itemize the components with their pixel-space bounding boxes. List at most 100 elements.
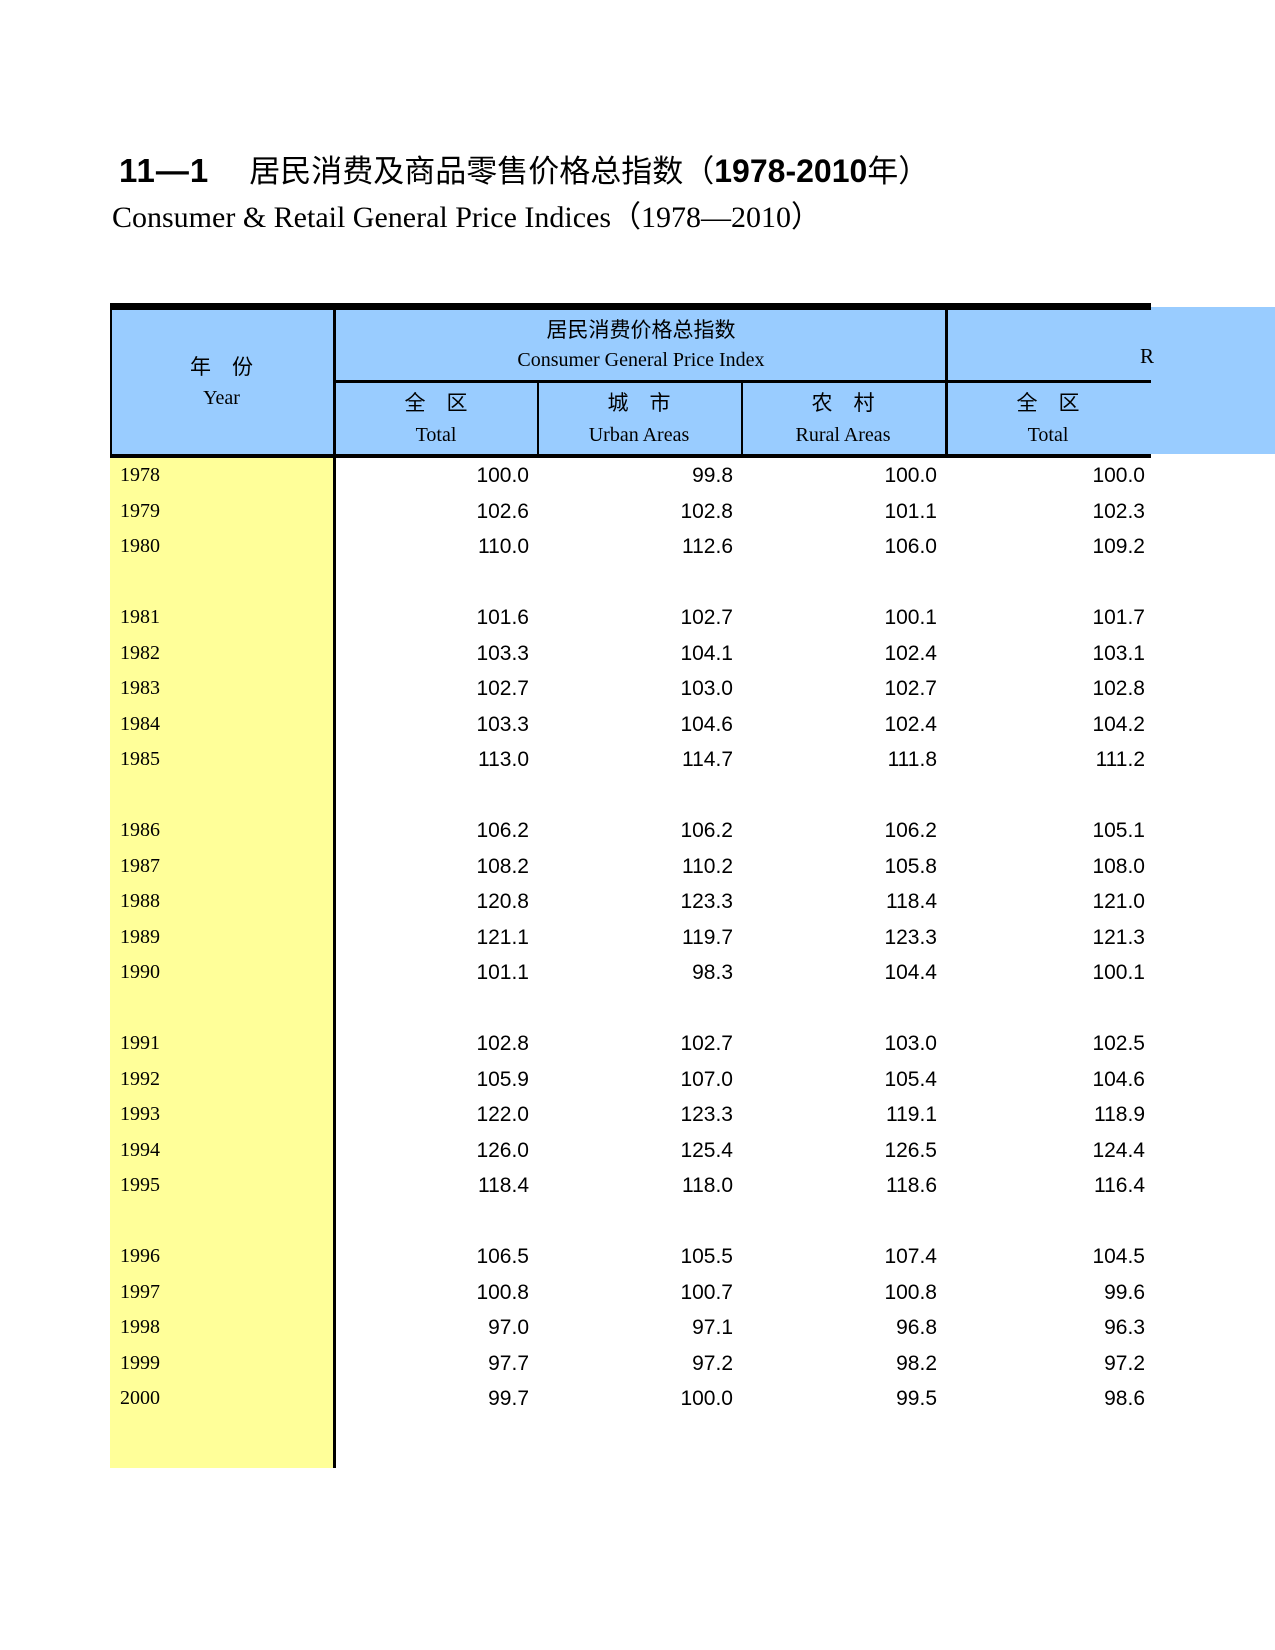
year-column-header: 年 份 Year bbox=[110, 310, 333, 454]
value-cell: 106.2 bbox=[476, 819, 529, 842]
table-row: 1981 101.6 102.7 100.1 101.7 bbox=[110, 600, 1151, 636]
value-cell: 100.0 bbox=[1092, 464, 1145, 487]
table-row: 1979 102.6 102.8 101.1 102.3 bbox=[110, 494, 1151, 530]
value-cell: 122.0 bbox=[476, 1103, 529, 1126]
value-cell: 100.1 bbox=[1092, 961, 1145, 984]
year-cell: 1983 bbox=[120, 677, 160, 699]
value-cell: 108.0 bbox=[1092, 854, 1145, 878]
value-cell: 98.2 bbox=[896, 1351, 937, 1375]
retail-group-header-clipped: R bbox=[1140, 344, 1155, 368]
table-row: 1999 97.7 97.2 98.2 97.2 bbox=[110, 1346, 1151, 1382]
value-cell: 100.0 bbox=[884, 464, 937, 487]
year-cell: 1988 bbox=[120, 890, 160, 912]
value-cell: 100.7 bbox=[680, 1280, 733, 1304]
value-cell: 103.3 bbox=[476, 641, 529, 665]
year-cell: 1992 bbox=[120, 1067, 160, 1090]
year-header-en: Year bbox=[203, 386, 240, 409]
value-cell: 106.5 bbox=[476, 1245, 529, 1268]
value-cell: 104.1 bbox=[680, 641, 733, 665]
year-cell: 1996 bbox=[120, 1245, 160, 1267]
value-cell: 102.4 bbox=[884, 712, 937, 736]
year-cell: 1985 bbox=[120, 748, 160, 770]
value-cell: 121.3 bbox=[1092, 925, 1145, 949]
value-cell: 126.5 bbox=[884, 1138, 937, 1162]
value-cell: 103.0 bbox=[680, 677, 733, 700]
col2-cn: 城 市 bbox=[607, 390, 671, 415]
value-cell: 118.9 bbox=[1094, 1103, 1145, 1126]
value-cell: 102.8 bbox=[476, 1032, 529, 1055]
title-chinese-close: 年） bbox=[867, 154, 930, 189]
value-cell: 120.8 bbox=[476, 890, 529, 913]
value-cell: 101.1 bbox=[476, 961, 529, 984]
year-cell: 2000 bbox=[120, 1387, 160, 1409]
value-cell: 97.1 bbox=[692, 1316, 733, 1339]
value-cell: 99.7 bbox=[488, 1387, 529, 1410]
value-cell: 100.8 bbox=[884, 1280, 937, 1304]
table-row: 1987 108.2 110.2 105.8 108.0 bbox=[110, 849, 1151, 885]
year-cell: 1994 bbox=[120, 1138, 160, 1161]
value-cell: 118.0 bbox=[682, 1174, 733, 1197]
year-column-border bbox=[333, 303, 336, 1468]
value-cell: 98.6 bbox=[1104, 1387, 1145, 1410]
column-header-total-2: 全 区 Total bbox=[945, 383, 1151, 454]
year-cell: 1995 bbox=[120, 1174, 160, 1196]
table-row: 1994 126.0 125.4 126.5 124.4 bbox=[110, 1133, 1151, 1169]
title-year-range: 1978-2010 bbox=[714, 153, 868, 189]
table-row: 1989 121.1 119.7 123.3 121.3 bbox=[110, 920, 1151, 956]
row-spacer bbox=[110, 991, 1151, 1027]
value-cell: 123.3 bbox=[884, 925, 937, 949]
group-border bbox=[945, 310, 948, 454]
value-cell: 109.2 bbox=[1092, 535, 1145, 558]
value-cell: 99.5 bbox=[896, 1387, 937, 1410]
value-cell: 105.9 bbox=[476, 1067, 529, 1091]
value-cell: 111.8 bbox=[887, 748, 937, 771]
col2-en: Urban Areas bbox=[588, 423, 690, 446]
column-border-2 bbox=[741, 383, 743, 454]
year-cell: 1984 bbox=[120, 712, 160, 735]
value-cell: 96.3 bbox=[1104, 1316, 1145, 1339]
col1-cn: 全 区 bbox=[404, 390, 468, 415]
value-cell: 112.6 bbox=[682, 535, 733, 558]
year-column-background bbox=[110, 458, 333, 1468]
year-cell: 1989 bbox=[120, 925, 160, 948]
col4-en: Total bbox=[1027, 423, 1069, 446]
value-cell: 114.7 bbox=[682, 748, 733, 771]
row-spacer bbox=[110, 565, 1151, 601]
value-cell: 116.4 bbox=[1094, 1174, 1145, 1197]
value-cell: 103.0 bbox=[884, 1032, 937, 1055]
value-cell: 121.0 bbox=[1092, 890, 1145, 913]
value-cell: 99.6 bbox=[1104, 1280, 1145, 1304]
column-header-total-1: 全 区 Total bbox=[335, 383, 537, 454]
table-row: 1997 100.8 100.7 100.8 99.6 bbox=[110, 1275, 1151, 1311]
table-row: 1983 102.7 103.0 102.7 102.8 bbox=[110, 671, 1151, 707]
value-cell: 99.8 bbox=[692, 464, 733, 487]
value-cell: 100.1 bbox=[884, 606, 937, 629]
value-cell: 113.0 bbox=[478, 748, 529, 771]
value-cell: 100.0 bbox=[476, 464, 529, 487]
column-header-rural: 农 村 Rural Areas bbox=[741, 383, 945, 454]
table-row: 1986 106.2 106.2 106.2 105.1 bbox=[110, 813, 1151, 849]
value-cell: 125.4 bbox=[680, 1138, 733, 1162]
value-cell: 104.6 bbox=[1092, 1067, 1145, 1091]
value-cell: 107.4 bbox=[884, 1245, 937, 1268]
year-cell: 1998 bbox=[120, 1316, 160, 1338]
table-body: 1978 100.0 99.8 100.0 100.0 1979 102.6 102.8 101… bbox=[110, 458, 1151, 1417]
table-row: 1982 103.3 104.1 102.4 103.1 bbox=[110, 636, 1151, 672]
header-left-border bbox=[110, 303, 112, 458]
value-cell: 104.2 bbox=[1092, 712, 1145, 736]
value-cell: 111.2 bbox=[1095, 748, 1145, 771]
consumer-group-header: 居民消费价格总指数 Consumer General Price Index bbox=[335, 310, 947, 380]
table-row: 1985 113.0 114.7 111.8 111.2 bbox=[110, 742, 1151, 778]
table-row: 2000 99.7 100.0 99.5 98.6 bbox=[110, 1381, 1151, 1417]
value-cell: 104.5 bbox=[1092, 1245, 1145, 1268]
row-spacer bbox=[110, 778, 1151, 814]
table-number: 11—1 bbox=[119, 152, 210, 189]
column-header-urban: 城 市 Urban Areas bbox=[537, 383, 741, 454]
year-header-cn: 年 份 bbox=[190, 354, 253, 379]
value-cell: 124.4 bbox=[1092, 1138, 1145, 1162]
value-cell: 100.8 bbox=[476, 1280, 529, 1304]
col4-cn: 全 区 bbox=[1016, 390, 1080, 415]
value-cell: 97.7 bbox=[488, 1351, 529, 1375]
table-top-border bbox=[110, 303, 1151, 310]
table-row: 1996 106.5 105.5 107.4 104.5 bbox=[110, 1239, 1151, 1275]
